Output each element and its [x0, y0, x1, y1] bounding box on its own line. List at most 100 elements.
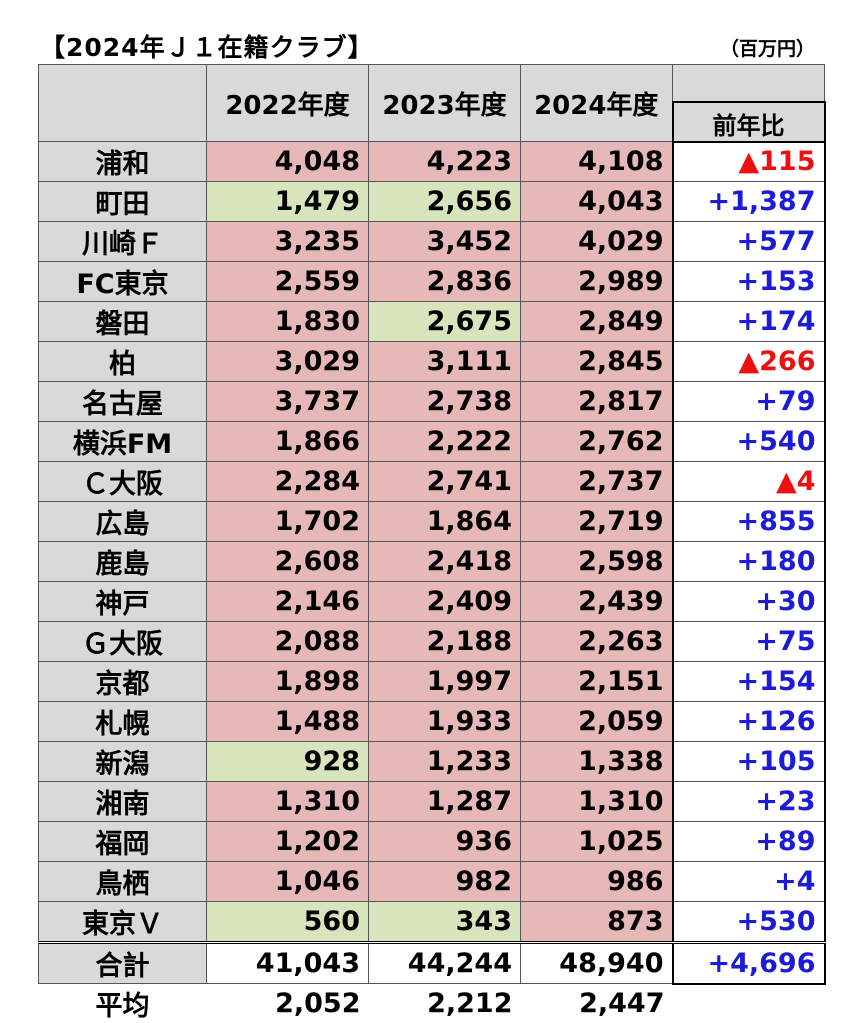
average-label: 平均	[38, 983, 207, 1023]
value-2024: 2,849	[520, 301, 673, 342]
value-2022: 3,737	[206, 381, 369, 422]
value-2022: 1,479	[206, 181, 369, 222]
value-2024: 2,263	[520, 621, 673, 662]
value-diff: ▲266	[671, 341, 826, 382]
value-2023: 2,418	[368, 541, 521, 582]
value-diff: +30	[671, 581, 826, 622]
value-2023: 2,741	[368, 461, 521, 502]
value-diff: +153	[671, 261, 826, 302]
value-diff: +23	[671, 781, 826, 822]
table-row: 横浜FM 1,866 2,222 2,762 +540	[38, 421, 826, 462]
value-2023: 936	[368, 821, 521, 862]
club-name: FC東京	[38, 261, 207, 302]
value-diff: ▲4	[671, 461, 826, 502]
table-row: 札幌 1,488 1,933 2,059 +126	[38, 701, 826, 742]
value-2023: 2,222	[368, 421, 521, 462]
value-2023: 2,738	[368, 381, 521, 422]
table-row: Ｇ大阪 2,088 2,188 2,263 +75	[38, 621, 826, 662]
value-diff: +154	[671, 661, 826, 702]
value-2023: 2,836	[368, 261, 521, 302]
value-2022: 1,898	[206, 661, 369, 702]
value-diff: +1,387	[671, 181, 826, 222]
club-name: 京都	[38, 661, 207, 702]
value-2023: 1,933	[368, 701, 521, 742]
table-row: 京都 1,898 1,997 2,151 +154	[38, 661, 826, 702]
total-2024: 48,940	[520, 941, 673, 984]
table-row: 東京Ｖ 560 343 873 +530	[38, 901, 826, 943]
header-diff-spacer	[672, 64, 825, 103]
value-diff: +577	[671, 221, 826, 262]
table-title: 【2024年Ｊ１在籍クラブ】	[40, 33, 374, 62]
unit-label: （百万円）	[720, 38, 816, 60]
header-2024: 2024年度	[520, 64, 673, 142]
header-2022: 2022年度	[206, 64, 369, 142]
value-2022: 1,488	[206, 701, 369, 742]
table-row: 磐田 1,830 2,675 2,849 +174	[38, 301, 826, 342]
value-diff: +105	[671, 741, 826, 782]
value-2022: 2,146	[206, 581, 369, 622]
value-2023: 3,111	[368, 341, 521, 382]
value-2023: 2,409	[368, 581, 521, 622]
value-2024: 4,043	[520, 181, 673, 222]
total-2023: 44,244	[368, 941, 521, 984]
value-diff: +4	[671, 861, 826, 902]
table-row: 名古屋 3,737 2,738 2,817 +79	[38, 381, 826, 422]
club-name: Ｇ大阪	[38, 621, 207, 662]
total-row: 合計 41,043 44,244 48,940 +4,696	[38, 941, 826, 985]
total-2022: 41,043	[206, 941, 369, 984]
value-2022: 2,088	[206, 621, 369, 662]
average-2024: 2,447	[520, 983, 673, 1023]
value-2024: 2,439	[520, 581, 673, 622]
value-diff: +75	[671, 621, 826, 662]
value-2022: 928	[206, 741, 369, 782]
value-2022: 4,048	[206, 141, 369, 182]
header-2023: 2023年度	[368, 64, 521, 142]
table-row: 広島 1,702 1,864 2,719 +855	[38, 501, 826, 542]
value-2022: 560	[206, 901, 369, 943]
table-row: 神戸 2,146 2,409 2,439 +30	[38, 581, 826, 622]
club-name: 神戸	[38, 581, 207, 622]
value-diff: +855	[671, 501, 826, 542]
value-2022: 1,866	[206, 421, 369, 462]
average-diff-empty	[672, 983, 825, 1023]
table-row: 福岡 1,202 936 1,025 +89	[38, 821, 826, 862]
table-row: 浦和 4,048 4,223 4,108 ▲115	[38, 141, 826, 182]
club-name: 川崎Ｆ	[38, 221, 207, 262]
table-row: 柏 3,029 3,111 2,845 ▲266	[38, 341, 826, 382]
club-name: Ｃ大阪	[38, 461, 207, 502]
value-2022: 2,284	[206, 461, 369, 502]
value-2024: 873	[520, 901, 673, 943]
club-name: 柏	[38, 341, 207, 382]
table-row: Ｃ大阪 2,284 2,741 2,737 ▲4	[38, 461, 826, 502]
value-2022: 1,830	[206, 301, 369, 342]
club-name: 広島	[38, 501, 207, 542]
value-2022: 1,310	[206, 781, 369, 822]
club-name: 東京Ｖ	[38, 901, 207, 943]
header-row-top: 2022年度 2023年度 2024年度	[38, 64, 825, 142]
value-2022: 3,235	[206, 221, 369, 262]
value-2022: 1,046	[206, 861, 369, 902]
value-2024: 2,989	[520, 261, 673, 302]
value-2024: 2,059	[520, 701, 673, 742]
value-diff: +540	[671, 421, 826, 462]
table-row: 鹿島 2,608 2,418 2,598 +180	[38, 541, 826, 582]
value-2023: 1,997	[368, 661, 521, 702]
value-2024: 2,719	[520, 501, 673, 542]
club-name: 札幌	[38, 701, 207, 742]
club-name: 名古屋	[38, 381, 207, 422]
club-name: 横浜FM	[38, 421, 207, 462]
value-2024: 2,845	[520, 341, 673, 382]
value-2023: 3,452	[368, 221, 521, 262]
value-diff: +79	[671, 381, 826, 422]
value-2024: 2,817	[520, 381, 673, 422]
value-diff: +126	[671, 701, 826, 742]
value-2023: 1,864	[368, 501, 521, 542]
value-2022: 2,608	[206, 541, 369, 582]
club-name: 福岡	[38, 821, 207, 862]
table-row: 湘南 1,310 1,287 1,310 +23	[38, 781, 826, 822]
table-row: 川崎Ｆ 3,235 3,452 4,029 +577	[38, 221, 826, 262]
club-name: 浦和	[38, 141, 207, 182]
club-name: 磐田	[38, 301, 207, 342]
value-2024: 4,029	[520, 221, 673, 262]
table-row: 鳥栖 1,046 982 986 +4	[38, 861, 826, 902]
